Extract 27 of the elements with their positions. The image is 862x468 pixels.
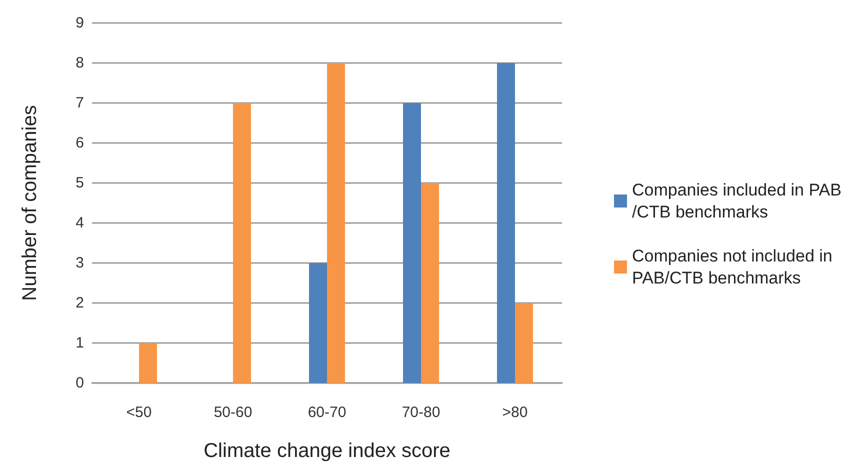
legend-label: Companies included in PAB/CTB benchmarks (632, 180, 842, 222)
x-tick-label: 60-70 (308, 404, 346, 421)
y-tick-label: 3 (76, 254, 84, 272)
x-axis-title: Climate change index score (204, 440, 450, 462)
bar (421, 183, 439, 383)
x-tick-label: 50-60 (214, 404, 252, 421)
x-tick-label: >80 (502, 404, 528, 421)
y-tick-label: 5 (76, 174, 84, 192)
bar (403, 103, 421, 383)
x-tick-label: 70-80 (402, 404, 440, 421)
bar (515, 303, 533, 383)
bar (497, 63, 515, 383)
y-tick-label: 8 (76, 54, 84, 72)
y-axis-title: Number of companies (19, 105, 41, 301)
bar (233, 103, 251, 383)
y-tick-label: 1 (76, 334, 84, 352)
legend-label: Companies not included in PAB/CTB benchmarks (632, 246, 838, 288)
x-tick-label: <50 (126, 404, 152, 421)
y-tick-label: 0 (76, 374, 84, 392)
y-tick-label: 7 (76, 94, 84, 112)
bar (327, 63, 345, 383)
y-tick-label: 4 (76, 214, 84, 232)
bar (309, 263, 327, 383)
y-tick-label: 2 (76, 294, 84, 312)
y-tick-label: 9 (76, 14, 84, 32)
y-tick-label: 6 (76, 134, 84, 152)
bar (139, 343, 157, 383)
